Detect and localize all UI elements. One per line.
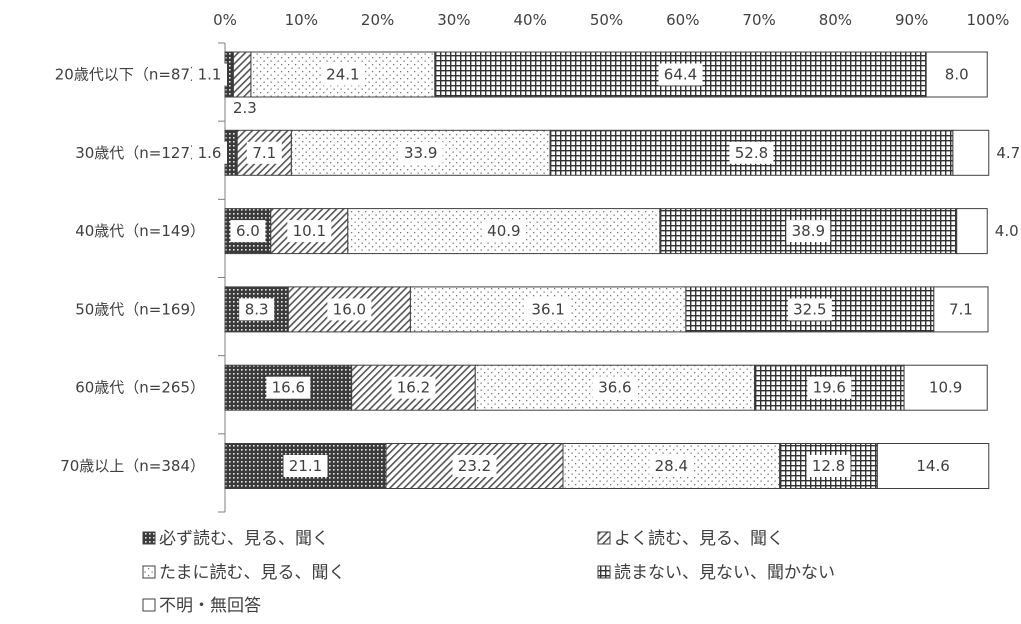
data-label-bg bbox=[649, 455, 694, 477]
data-label-bg bbox=[287, 220, 332, 243]
data-label: 28.4 bbox=[655, 457, 688, 475]
data-label-bg bbox=[266, 376, 311, 399]
data-label-bg bbox=[943, 298, 979, 321]
data-label: 21.1 bbox=[289, 457, 322, 475]
legend-label: よく読む、見る、聞く bbox=[614, 529, 784, 549]
data-label: 6.0 bbox=[236, 222, 260, 240]
data-label-bg bbox=[729, 141, 774, 164]
data-label: 8.3 bbox=[245, 300, 269, 318]
data-label: 36.6 bbox=[598, 379, 631, 397]
data-label-bg bbox=[939, 63, 975, 86]
data-label: 36.1 bbox=[531, 300, 564, 318]
bar-segment bbox=[351, 364, 476, 411]
legend-swatch bbox=[597, 565, 611, 579]
category-label: 30歳代（n=127） bbox=[75, 144, 205, 162]
x-tick-label: 20% bbox=[361, 11, 394, 29]
data-label-bg bbox=[320, 63, 365, 86]
x-tick-label: 90% bbox=[895, 11, 928, 29]
category-labels: 20歳代以下（n=87） 30歳代（n=127） 40歳代（n=149） 50歳代（n… bbox=[55, 66, 205, 476]
x-tick-label: 10% bbox=[285, 11, 318, 29]
data-label: 8.0 bbox=[945, 66, 969, 84]
data-label: 7.1 bbox=[252, 144, 276, 162]
data-label-bg bbox=[192, 141, 227, 164]
bar-segment bbox=[232, 51, 252, 98]
data-label: 16.0 bbox=[333, 300, 366, 318]
data-label-bg bbox=[230, 220, 266, 243]
legend-label: たまに読む、見る、聞く bbox=[159, 563, 346, 583]
data-label: 1.6 bbox=[198, 144, 222, 162]
data-label-bg bbox=[911, 455, 956, 477]
data-label: 1.1 bbox=[198, 66, 222, 84]
data-label: 2.3 bbox=[233, 99, 257, 117]
bars bbox=[224, 51, 990, 489]
legend-label: 不明・無回答 bbox=[159, 596, 261, 616]
data-label: 38.9 bbox=[792, 222, 825, 240]
category-label: 40歳代（n=149） bbox=[75, 222, 205, 240]
legend-label: 読まない、見ない、聞かない bbox=[614, 563, 835, 583]
x-tick-label: 30% bbox=[437, 11, 470, 29]
data-label: 64.4 bbox=[664, 66, 697, 84]
data-label: 7.1 bbox=[949, 300, 973, 318]
data-label: 40.9 bbox=[487, 222, 520, 240]
data-label-bg bbox=[786, 220, 831, 243]
data-label-bg bbox=[526, 298, 571, 321]
data-label-bg bbox=[239, 298, 275, 321]
data-label: 12.8 bbox=[812, 457, 845, 475]
data-label: 33.9 bbox=[404, 144, 437, 162]
x-tick-label: 100% bbox=[967, 11, 1010, 29]
data-label-bg bbox=[990, 141, 1021, 164]
data-label: 52.8 bbox=[735, 144, 768, 162]
data-label-bg bbox=[327, 298, 372, 321]
category-label: 50歳代（n=169） bbox=[75, 300, 205, 318]
category-label: 70歳以上（n=384） bbox=[60, 457, 205, 475]
legend-swatch bbox=[142, 565, 156, 579]
data-label: 10.9 bbox=[929, 379, 962, 397]
data-label: 24.1 bbox=[326, 66, 359, 84]
category-label: 60歳代（n=265） bbox=[75, 379, 205, 397]
data-label-bg bbox=[989, 220, 1021, 243]
x-tick-label: 70% bbox=[742, 11, 775, 29]
data-label-bg bbox=[192, 63, 227, 86]
bar-segment bbox=[956, 208, 988, 255]
legend-swatch bbox=[597, 531, 611, 545]
data-label-bg bbox=[391, 376, 436, 399]
x-tick-label: 60% bbox=[666, 11, 699, 29]
data-label: 4.0 bbox=[995, 222, 1019, 240]
data-label-bg bbox=[787, 298, 832, 321]
data-label: 16.2 bbox=[397, 379, 430, 397]
data-labels: 1.1 2.3 24.1 64.4 8.0 1.6 7.1 33.9 52.8 4.7 6.0 10.… bbox=[192, 63, 1021, 477]
data-label: 14.6 bbox=[916, 457, 949, 475]
data-label-bg bbox=[398, 141, 443, 164]
category-label: 20歳代以下（n=87） bbox=[55, 66, 205, 84]
data-label: 16.6 bbox=[272, 379, 305, 397]
x-tick-label: 50% bbox=[590, 11, 623, 29]
legend-swatch bbox=[142, 531, 156, 545]
data-label-bg bbox=[481, 220, 526, 243]
data-label-bg bbox=[283, 455, 328, 477]
data-label: 32.5 bbox=[793, 300, 826, 318]
x-axis: 0% 10% 20% 30% 40% 50% 60% 70% 80% 90% 100% bbox=[213, 11, 1010, 513]
data-label-bg bbox=[807, 376, 852, 399]
data-label: 23.2 bbox=[458, 457, 491, 475]
data-label: 19.6 bbox=[813, 379, 846, 397]
data-label-bg bbox=[246, 141, 282, 164]
data-label-bg bbox=[452, 455, 497, 477]
data-label: 10.1 bbox=[293, 222, 326, 240]
data-label-bg bbox=[592, 376, 637, 399]
x-tick-label: 80% bbox=[819, 11, 852, 29]
legend-label: 必ず読む、見る、聞く bbox=[159, 529, 329, 549]
x-tick-label: 0% bbox=[213, 11, 237, 29]
data-label-bg bbox=[923, 376, 968, 399]
x-tick-label: 40% bbox=[514, 11, 547, 29]
legend-swatch bbox=[142, 598, 156, 612]
bar-segment bbox=[952, 129, 990, 176]
data-label: 4.7 bbox=[996, 144, 1020, 162]
data-label-bg bbox=[658, 63, 703, 86]
data-label-bg bbox=[806, 455, 851, 477]
